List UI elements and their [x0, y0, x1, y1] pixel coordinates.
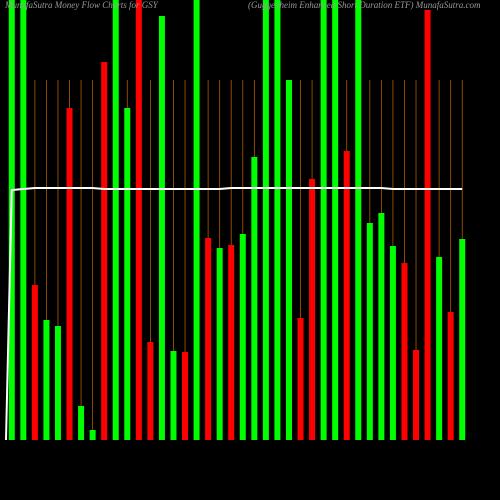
bar: [424, 10, 431, 440]
bar: [228, 245, 235, 440]
plot: [5, 0, 466, 441]
bar: [170, 351, 177, 440]
bar: [239, 234, 246, 440]
bar: [459, 239, 466, 440]
bar: [20, 0, 27, 440]
bar: [274, 0, 281, 440]
bar: [378, 213, 385, 440]
bar: [31, 285, 38, 440]
bar: [135, 0, 142, 440]
bar: [193, 0, 200, 440]
bar: [436, 257, 443, 440]
bar: [413, 350, 420, 440]
bar: [205, 238, 212, 440]
chart-title: MunafaSutra Money Flow Charts for GSY: [4, 0, 159, 10]
bar: [43, 320, 50, 440]
bar: [262, 0, 269, 440]
bar: [158, 16, 165, 440]
bar: [147, 342, 154, 440]
bar: [101, 62, 108, 440]
bar: [285, 80, 292, 440]
bar: [54, 326, 61, 440]
bar: [124, 108, 131, 440]
bar: [182, 352, 189, 440]
bar: [332, 0, 339, 440]
bar: [447, 312, 454, 440]
bar: [89, 430, 96, 440]
bar: [343, 151, 350, 440]
chart-subtitle: (Guggenheim Enhanced Short Duration ETF)…: [248, 0, 481, 10]
bar: [401, 263, 408, 440]
bar: [112, 0, 119, 440]
bar: [66, 108, 73, 440]
bar: [216, 248, 223, 440]
bar: [309, 179, 316, 440]
bar: [78, 406, 85, 440]
bar: [297, 318, 304, 440]
money-flow-line: [5, 187, 463, 441]
bar: [389, 246, 396, 440]
bar: [320, 0, 327, 440]
bar: [366, 223, 373, 440]
bar: [355, 0, 362, 440]
bar: [251, 157, 258, 440]
